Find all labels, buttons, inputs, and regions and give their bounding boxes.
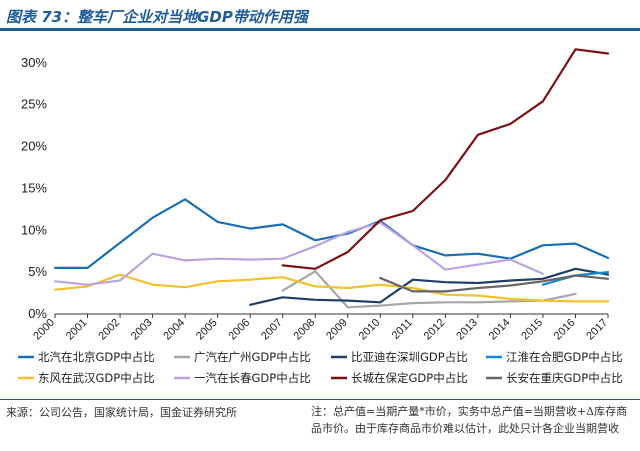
methodology-note: 注：总产值=当期产量*市价，实务中总产值=当期营收+Δ库存商品市价。由于库存商品… (311, 405, 628, 435)
legend-item-changan: 长安在重庆GDP中占比 (486, 371, 623, 385)
y-tick-label: 25% (21, 97, 47, 112)
legend-item-guangqi: 广汽在广州GDP中占比 (174, 350, 311, 364)
chart-legend: 北汽在北京GDP中占比 广汽在广州GDP中占比 比亚迪在深圳GDP占比 江淮在合肥GD… (18, 350, 623, 385)
y-tick-label: 10% (21, 222, 47, 237)
legend-label: 长城在保定GDP中占比 (351, 371, 468, 385)
y-tick-label: 5% (28, 264, 47, 279)
y-tick-label: 30% (21, 55, 47, 70)
source-note: 来源：公司公告，国家统计局，国金证券研究所 (6, 406, 237, 419)
series-line-faw (53, 221, 544, 286)
series-line-greatwall (281, 48, 610, 270)
legend-item-byd: 比亚迪在深圳GDP占比 (331, 350, 468, 364)
legend-label: 北汽在北京GDP中占比 (38, 350, 155, 364)
chart-title: 图表 73：整车厂企业对当地GDP带动作用强 (6, 8, 308, 26)
legend-label: 长安在重庆GDP中占比 (506, 371, 623, 385)
legend-item-dongfeng: 东风在武汉GDP中占比 (18, 371, 155, 385)
y-tick-label: 15% (21, 180, 47, 195)
legend-item-faw: 一汽在长春GDP中占比 (174, 371, 311, 385)
x-tick-label: 2009 (324, 317, 350, 343)
title-bar: 图表 73：整车厂企业对当地GDP带动作用强 (0, 0, 640, 31)
x-tick-label: 2004 (161, 317, 187, 343)
x-tick-label: 2005 (194, 317, 220, 343)
footer-divider (0, 399, 640, 400)
y-tick-label: 0% (28, 306, 47, 321)
x-tick-label: 2007 (259, 317, 285, 343)
series-layer (53, 48, 610, 309)
legend-label: 一汽在长春GDP中占比 (194, 371, 311, 385)
x-tick-label: 2001 (64, 317, 90, 343)
x-tick-label: 2013 (454, 317, 480, 343)
series-line-changan (379, 274, 610, 293)
x-tick-label: 2010 (357, 317, 383, 343)
series-line-dongfeng (53, 273, 610, 303)
legend-label: 广汽在广州GDP中占比 (194, 350, 311, 364)
x-tick-label: 2006 (226, 317, 252, 343)
x-tick-label: 2016 (552, 317, 578, 343)
series-line-beiqi (53, 198, 610, 269)
y-tick-label: 20% (21, 139, 47, 154)
legend-item-beiqi: 北汽在北京GDP中占比 (18, 350, 155, 364)
x-tick-label: 2015 (519, 317, 545, 343)
legend-item-greatwall: 长城在保定GDP中占比 (331, 371, 468, 385)
line-chart: 0%5%10%15%20%25%30%2000 2001 2002 2003 2004 2… (18, 48, 623, 385)
x-tick-label: 2003 (129, 317, 155, 343)
legend-label: 比亚迪在深圳GDP占比 (351, 350, 468, 364)
x-tick-label: 2002 (96, 317, 122, 343)
legend-label: 东风在武汉GDP中占比 (38, 371, 155, 385)
legend-item-jac: 江淮在合肥GDP中占比 (486, 350, 623, 364)
series-line-guangqi (281, 270, 577, 309)
x-tick-label: 2017 (584, 317, 610, 343)
x-tick-label: 2008 (292, 317, 318, 343)
x-tick-label: 2011 (390, 317, 415, 342)
x-tick-label: 2014 (487, 317, 513, 343)
legend-label: 江淮在合肥GDP中占比 (506, 350, 623, 364)
series-line-byd (249, 267, 610, 306)
x-tick-label: 2012 (422, 317, 448, 343)
